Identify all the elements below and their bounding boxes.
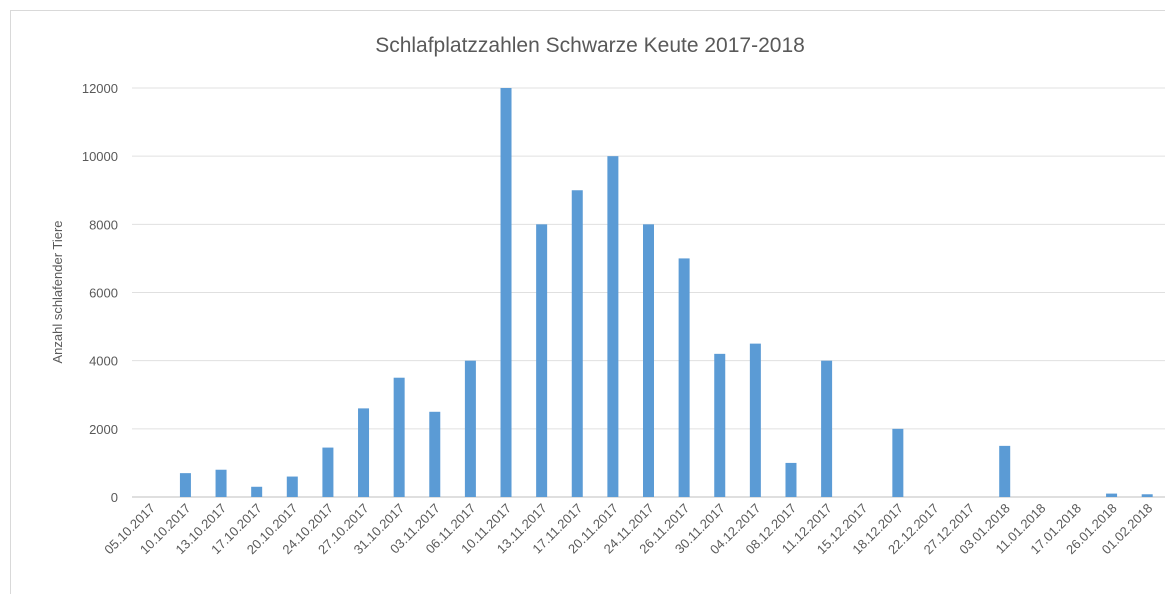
bar	[1141, 494, 1153, 497]
bar	[536, 224, 548, 498]
bar	[393, 377, 405, 497]
bar	[1106, 493, 1118, 497]
bar	[429, 411, 441, 497]
bar	[749, 343, 761, 497]
chart-title: Schlafplatzzahlen Schwarze Keute 2017-20…	[375, 34, 805, 57]
chart-border	[10, 10, 1165, 594]
bar	[785, 462, 797, 497]
bar	[322, 447, 334, 497]
y-axis-title: Anzahl schlafender Tiere	[50, 220, 65, 363]
bar	[358, 408, 370, 497]
bar	[999, 445, 1011, 497]
y-tick-label: 0	[111, 490, 118, 505]
y-tick-label: 6000	[89, 286, 118, 301]
y-tick-label: 12000	[82, 81, 118, 96]
bar	[892, 428, 904, 497]
bar	[215, 469, 227, 497]
bar	[286, 476, 298, 497]
y-tick-label: 8000	[89, 217, 118, 232]
bar	[500, 88, 512, 497]
bar	[179, 473, 191, 497]
y-tick-label: 10000	[82, 149, 118, 164]
bar	[714, 353, 726, 497]
bar	[251, 486, 263, 497]
bar	[821, 360, 833, 497]
y-tick-label: 4000	[89, 354, 118, 369]
y-tick-label: 2000	[89, 422, 118, 437]
bar	[678, 258, 690, 497]
bar	[607, 156, 619, 497]
bar	[464, 360, 476, 497]
bar	[643, 224, 654, 498]
bar	[571, 190, 583, 497]
